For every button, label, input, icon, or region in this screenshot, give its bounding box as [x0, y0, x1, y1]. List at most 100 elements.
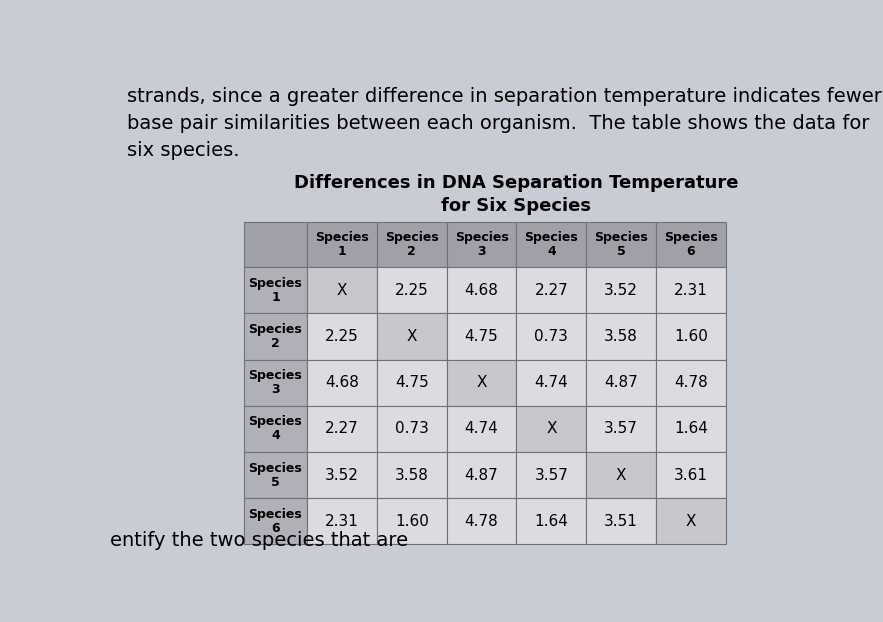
- Bar: [586, 267, 656, 313]
- Bar: [656, 360, 726, 406]
- Bar: [244, 406, 307, 452]
- Bar: [307, 452, 377, 498]
- Text: Species
2: Species 2: [385, 231, 439, 258]
- Bar: [377, 313, 447, 360]
- Text: 3.51: 3.51: [604, 514, 638, 529]
- Text: Species
6: Species 6: [249, 508, 302, 535]
- Text: 4.68: 4.68: [325, 375, 359, 390]
- Text: 3.58: 3.58: [395, 468, 429, 483]
- Text: Species
6: Species 6: [664, 231, 718, 258]
- Text: 4.75: 4.75: [395, 375, 429, 390]
- Text: 2.27: 2.27: [325, 421, 359, 437]
- Text: Species
2: Species 2: [249, 323, 302, 350]
- Bar: [244, 360, 307, 406]
- Text: 4.75: 4.75: [464, 329, 499, 344]
- Text: X: X: [406, 329, 417, 344]
- Text: 1.60: 1.60: [674, 329, 708, 344]
- Text: 4.78: 4.78: [674, 375, 708, 390]
- Text: 4.74: 4.74: [464, 421, 499, 437]
- Bar: [447, 267, 517, 313]
- Text: 4.68: 4.68: [464, 283, 499, 298]
- Bar: [307, 498, 377, 544]
- Bar: [447, 406, 517, 452]
- Bar: [517, 406, 586, 452]
- Bar: [586, 406, 656, 452]
- Text: X: X: [476, 375, 487, 390]
- Bar: [377, 267, 447, 313]
- Bar: [447, 452, 517, 498]
- Bar: [517, 452, 586, 498]
- Bar: [244, 313, 307, 360]
- Text: Species
3: Species 3: [249, 369, 302, 396]
- Bar: [656, 223, 726, 267]
- Text: strands, since a greater difference in separation temperature indicates fewer
ba: strands, since a greater difference in s…: [127, 86, 882, 160]
- Text: 4.74: 4.74: [534, 375, 569, 390]
- Bar: [377, 498, 447, 544]
- Bar: [307, 267, 377, 313]
- Text: 1.60: 1.60: [395, 514, 429, 529]
- Text: 3.57: 3.57: [534, 468, 569, 483]
- Text: X: X: [546, 421, 556, 437]
- Bar: [517, 223, 586, 267]
- Text: X: X: [685, 514, 696, 529]
- Text: Species
1: Species 1: [315, 231, 369, 258]
- Bar: [377, 406, 447, 452]
- Bar: [307, 406, 377, 452]
- Text: 3.57: 3.57: [604, 421, 638, 437]
- Bar: [307, 223, 377, 267]
- Bar: [517, 498, 586, 544]
- Text: 1.64: 1.64: [534, 514, 569, 529]
- Text: 4.87: 4.87: [464, 468, 499, 483]
- Text: 3.52: 3.52: [604, 283, 638, 298]
- Text: 2.25: 2.25: [325, 329, 359, 344]
- Text: 4.87: 4.87: [604, 375, 638, 390]
- Bar: [307, 360, 377, 406]
- Text: Species
5: Species 5: [594, 231, 648, 258]
- Bar: [656, 406, 726, 452]
- Text: 3.52: 3.52: [325, 468, 359, 483]
- Text: Differences in DNA Separation Temperature
for Six Species: Differences in DNA Separation Temperatur…: [294, 174, 739, 215]
- Bar: [244, 452, 307, 498]
- Text: 2.31: 2.31: [325, 514, 359, 529]
- Text: 0.73: 0.73: [534, 329, 569, 344]
- Bar: [447, 498, 517, 544]
- Bar: [377, 223, 447, 267]
- Bar: [244, 223, 307, 267]
- Bar: [656, 498, 726, 544]
- Bar: [377, 360, 447, 406]
- Text: Species
5: Species 5: [249, 462, 302, 488]
- Text: X: X: [336, 283, 347, 298]
- Text: entify the two species that are: entify the two species that are: [110, 531, 409, 550]
- Bar: [656, 313, 726, 360]
- Text: 1.64: 1.64: [674, 421, 708, 437]
- Text: 0.73: 0.73: [395, 421, 429, 437]
- Text: 3.58: 3.58: [604, 329, 638, 344]
- Bar: [586, 498, 656, 544]
- Bar: [517, 360, 586, 406]
- Text: Species
4: Species 4: [249, 415, 302, 442]
- Text: Species
3: Species 3: [455, 231, 509, 258]
- Bar: [377, 452, 447, 498]
- Bar: [586, 360, 656, 406]
- Bar: [244, 267, 307, 313]
- Bar: [586, 223, 656, 267]
- Bar: [447, 223, 517, 267]
- Bar: [586, 452, 656, 498]
- Bar: [447, 360, 517, 406]
- Text: 3.61: 3.61: [674, 468, 708, 483]
- Bar: [244, 498, 307, 544]
- Bar: [656, 267, 726, 313]
- Bar: [586, 313, 656, 360]
- Bar: [517, 313, 586, 360]
- Bar: [447, 313, 517, 360]
- Bar: [307, 313, 377, 360]
- Text: 2.27: 2.27: [534, 283, 569, 298]
- Text: Species
1: Species 1: [249, 277, 302, 304]
- Text: 2.25: 2.25: [395, 283, 429, 298]
- Text: 4.78: 4.78: [464, 514, 499, 529]
- Text: X: X: [615, 468, 626, 483]
- Bar: [656, 452, 726, 498]
- Bar: [517, 267, 586, 313]
- Text: Species
4: Species 4: [525, 231, 578, 258]
- Text: 2.31: 2.31: [674, 283, 708, 298]
